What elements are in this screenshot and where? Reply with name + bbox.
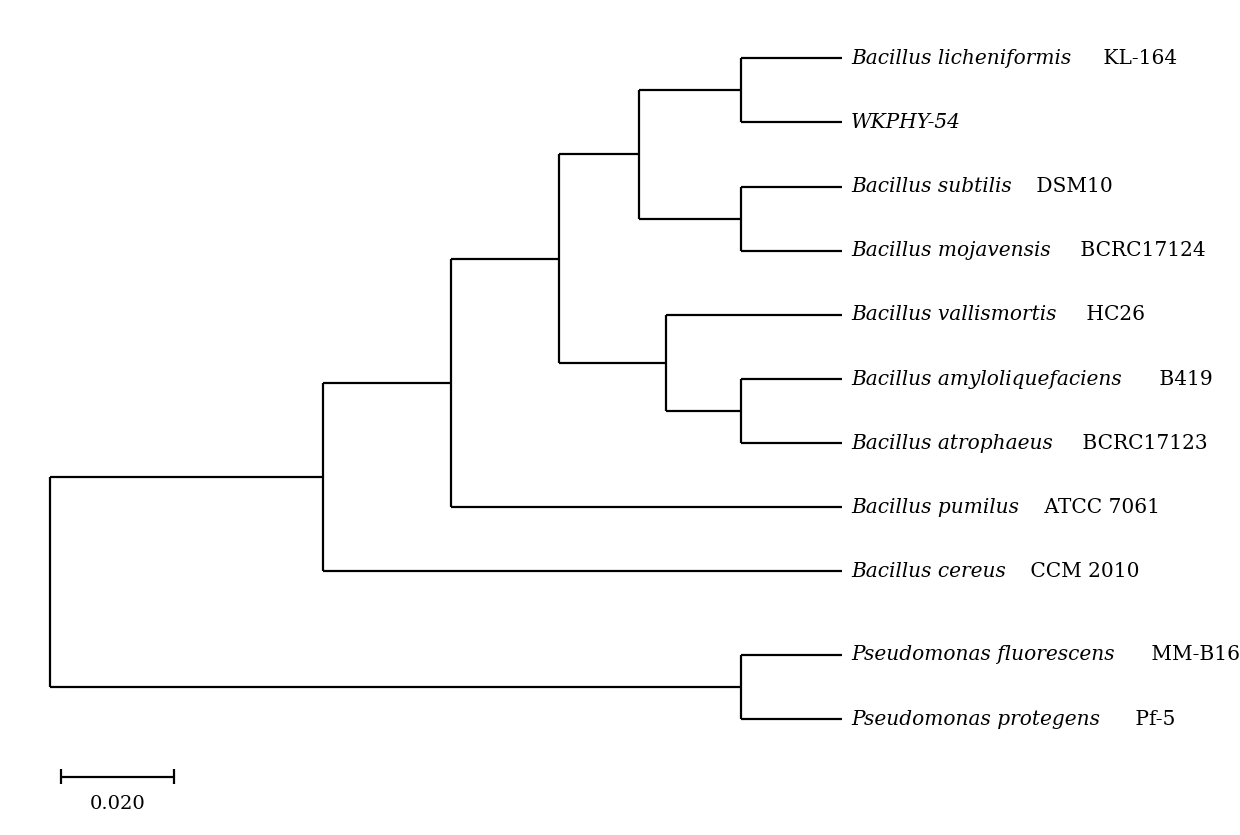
- Text: MM-B16: MM-B16: [1145, 645, 1240, 665]
- Text: B419: B419: [1153, 370, 1213, 388]
- Text: Bacillus amyloliquefaciens: Bacillus amyloliquefaciens: [851, 370, 1122, 388]
- Text: CCM 2010: CCM 2010: [1024, 562, 1140, 581]
- Text: BCRC17124: BCRC17124: [1074, 241, 1205, 261]
- Text: ATCC 7061: ATCC 7061: [1038, 498, 1161, 517]
- Text: Bacillus vallismortis: Bacillus vallismortis: [851, 306, 1056, 324]
- Text: Bacillus atrophaeus: Bacillus atrophaeus: [851, 433, 1053, 453]
- Text: Pseudomonas protegens: Pseudomonas protegens: [851, 710, 1100, 728]
- Text: Bacillus licheniformis: Bacillus licheniformis: [851, 48, 1071, 68]
- Text: Pseudomonas fluorescens: Pseudomonas fluorescens: [851, 645, 1115, 665]
- Text: WKPHY-54: WKPHY-54: [851, 113, 961, 132]
- Text: Bacillus pumilus: Bacillus pumilus: [851, 498, 1019, 517]
- Text: Bacillus mojavensis: Bacillus mojavensis: [851, 241, 1050, 261]
- Text: Bacillus subtilis: Bacillus subtilis: [851, 177, 1012, 196]
- Text: DSM10: DSM10: [1030, 177, 1114, 196]
- Text: KL-164: KL-164: [1096, 48, 1177, 68]
- Text: HC26: HC26: [1080, 306, 1145, 324]
- Text: Pf-5: Pf-5: [1128, 710, 1176, 728]
- Text: Bacillus cereus: Bacillus cereus: [851, 562, 1006, 581]
- Text: 0.020: 0.020: [89, 795, 145, 812]
- Text: BCRC17123: BCRC17123: [1076, 433, 1208, 453]
